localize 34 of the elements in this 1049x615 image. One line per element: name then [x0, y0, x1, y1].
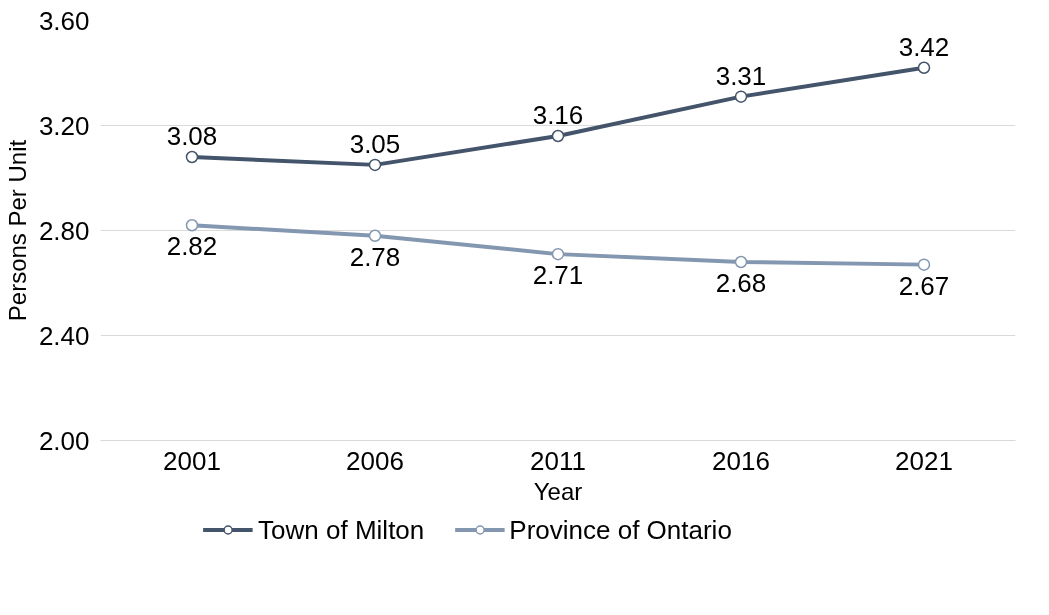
- point: [185, 219, 199, 232]
- y-tick-label: 3.60: [38, 5, 90, 36]
- x-tick-label: 2006: [346, 445, 404, 476]
- data-label: 2.78: [349, 241, 401, 272]
- y-tick-label: 2.40: [38, 320, 90, 351]
- x-tick-label: 2021: [895, 445, 953, 476]
- y-axis-title: Persons Per Unit: [3, 139, 31, 322]
- point: [551, 247, 565, 261]
- x-tick-label: 2016: [712, 445, 770, 476]
- legend-label: Province of Ontario: [509, 514, 732, 545]
- data-label: 3.16: [532, 100, 584, 130]
- point: [368, 158, 382, 172]
- data-label: 3.08: [166, 121, 218, 151]
- x-tick-label: 2001: [163, 445, 221, 476]
- y-tick-label: 2.00: [38, 425, 90, 456]
- point: [917, 258, 931, 271]
- point: [734, 90, 748, 103]
- point: [551, 129, 565, 143]
- data-label: 3.31: [715, 60, 767, 91]
- point: [368, 229, 382, 242]
- legend-label: Town of Milton: [258, 514, 425, 545]
- y-tick-label: 3.20: [38, 110, 90, 141]
- data-label: 3.42: [898, 31, 950, 62]
- point: [185, 150, 199, 164]
- data-label: 2.68: [715, 268, 767, 298]
- point: [917, 61, 931, 74]
- data-label: 2.67: [898, 270, 950, 301]
- data-label: 2.71: [532, 260, 584, 291]
- data-label: 2.82: [166, 231, 218, 262]
- data-label: 3.05: [349, 128, 401, 159]
- x-axis-title: Year: [533, 477, 583, 505]
- x-tick-label: 2011: [530, 445, 586, 476]
- y-tick-label: 2.80: [38, 215, 90, 246]
- point: [734, 255, 748, 269]
